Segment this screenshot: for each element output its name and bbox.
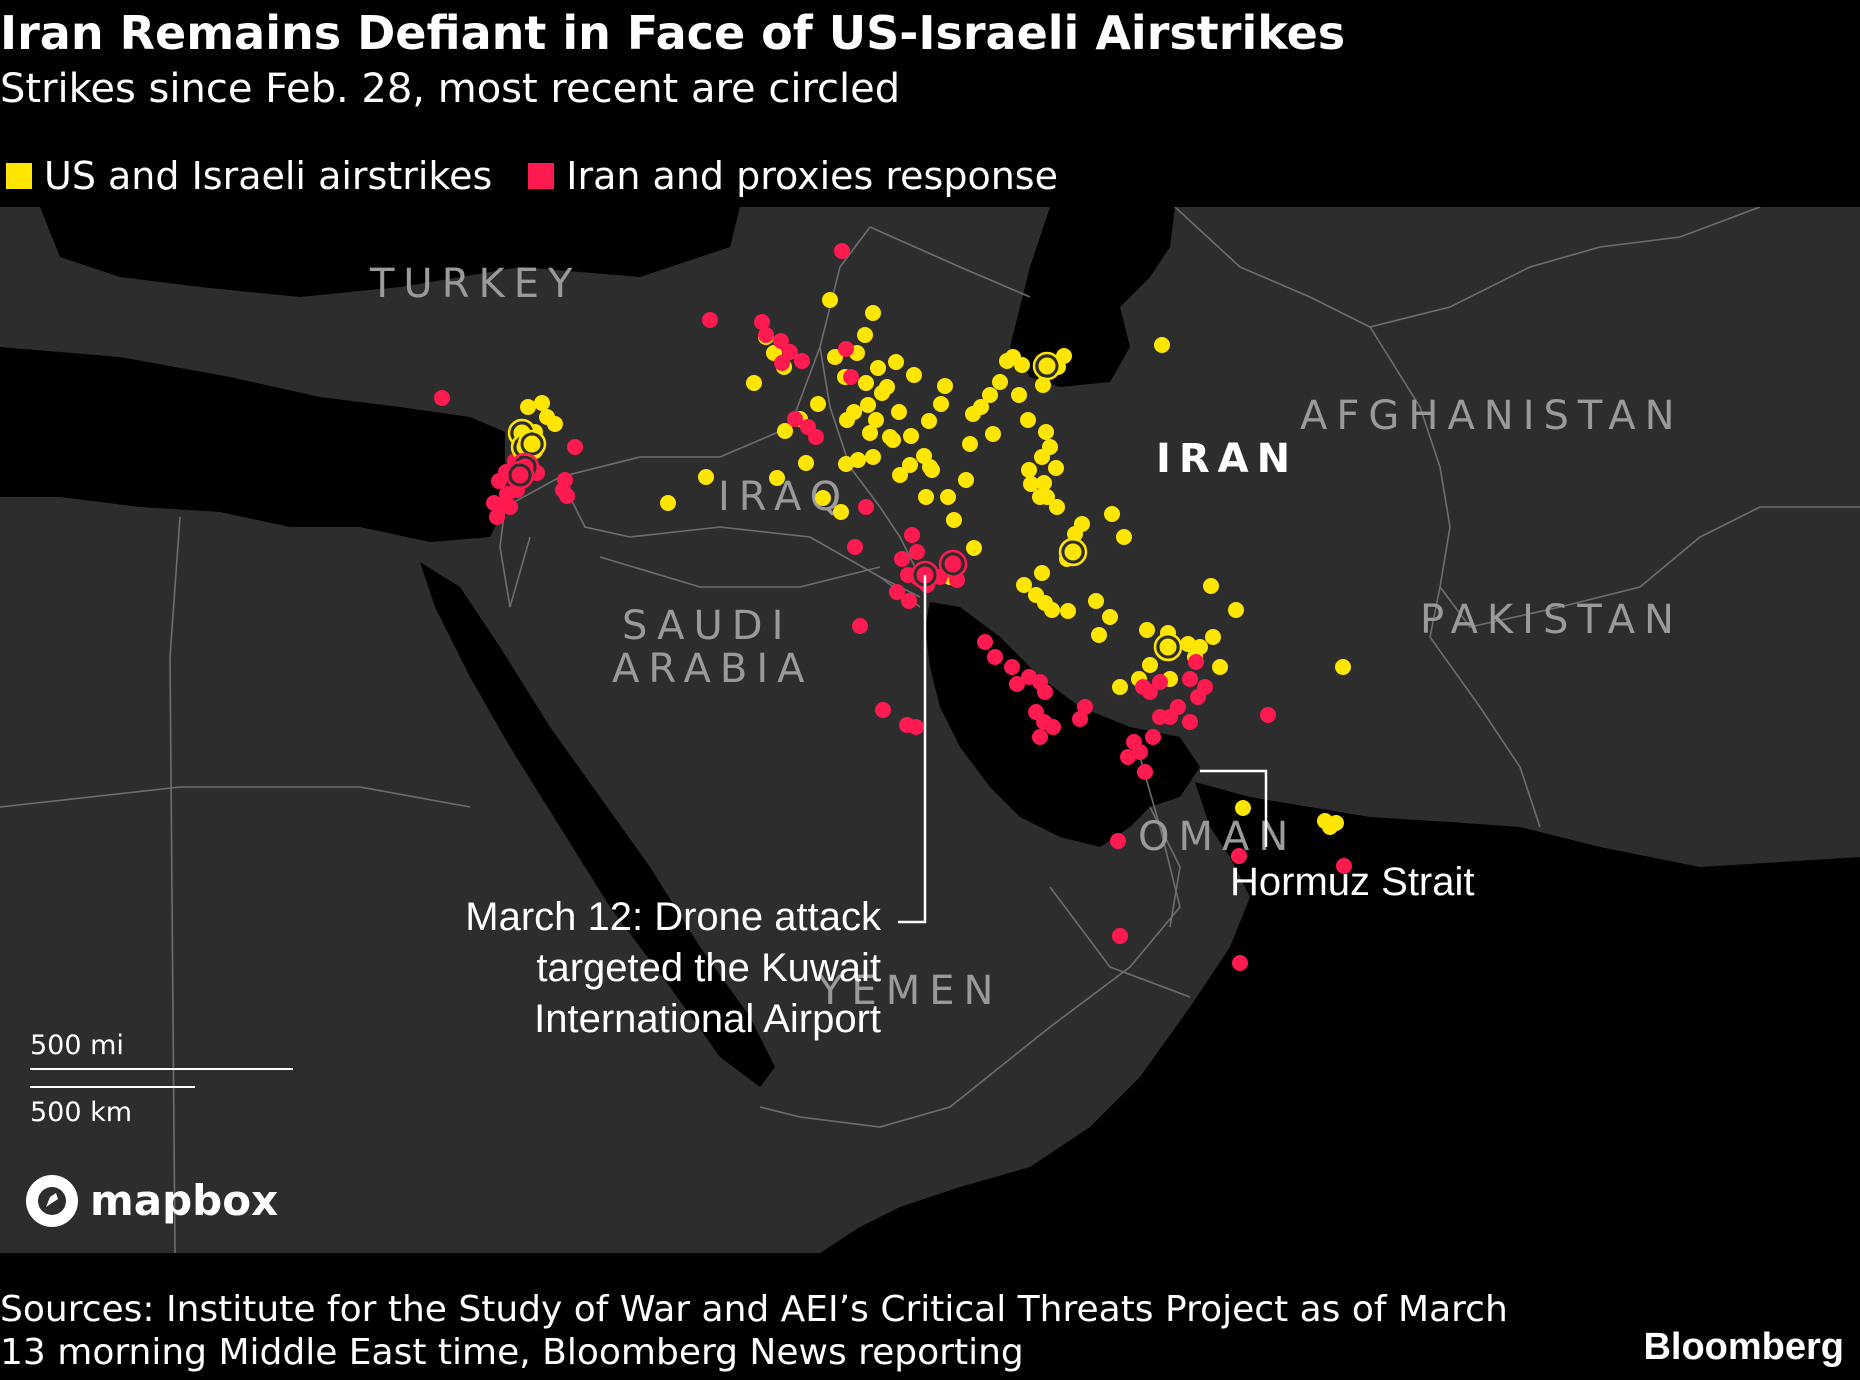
annotation-kuwait-2: targeted the Kuwait [536,946,881,990]
label-oman: OMAN [1138,814,1297,860]
annotation-kuwait-3: International Airport [534,997,881,1041]
legend-label-us-israeli: US and Israeli airstrikes [44,154,493,198]
iran-proxy-strike-points [434,243,1352,971]
arabian-sea [820,782,1860,1253]
us-israeli-strike-points [510,292,1351,835]
label-yemen: YEMEN [817,968,1002,1014]
map-canvas: TURKEY IRAQ IRAN AFGHANISTAN PAKISTAN SA… [0,207,1860,1253]
label-afghanistan: AFGHANISTAN [1300,393,1684,439]
label-saudi-2: ARABIA [612,646,814,692]
label-turkey: TURKEY [369,261,581,307]
kuwait-leader-line [898,575,927,924]
strike-map[interactable]: TURKEY IRAQ IRAN AFGHANISTAN PAKISTAN SA… [0,207,1860,1253]
scale-label-miles: 500 mi [30,1030,124,1061]
leader-lines [898,575,1268,924]
legend-label-iran-proxies: Iran and proxies response [566,154,1058,198]
scale-label-km: 500 km [30,1097,132,1128]
country-borders [0,207,1860,1253]
annotation-hormuz: Hormuz Strait [1230,860,1475,904]
legend-item-us-israeli: US and Israeli airstrikes [6,154,492,198]
label-iran: IRAN [1156,436,1298,482]
black-sea [40,207,740,297]
mapbox-wordmark: mapbox [90,1176,278,1225]
page-title: Iran Remains Defiant in Face of US-Israe… [0,6,1346,60]
legend: US and Israeli airstrikes Iran and proxi… [6,154,1094,198]
bloomberg-logo: Bloomberg [1643,1326,1844,1368]
water-bodies [0,207,1860,1253]
annotation-kuwait-1: March 12: Drone attack [465,895,882,939]
sources-note: Sources: Institute for the Study of War … [0,1289,1508,1373]
mediterranean-sea [0,347,505,542]
red-sea [420,562,775,1087]
page-subtitle: Strikes since Feb. 28, most recent are c… [0,66,901,112]
legend-swatch-red [528,163,555,189]
scale-bar: 500 mi 500 km [30,1030,293,1128]
legend-swatch-yellow [6,163,32,189]
caspian-sea [1010,207,1175,387]
label-saudi-1: SAUDI [622,603,792,649]
mapbox-logo: mapbox [26,1175,278,1227]
hormuz-leader-line [1200,769,1268,847]
legend-item-iran-proxies: Iran and proxies response [528,154,1058,198]
label-pakistan: PAKISTAN [1420,597,1683,643]
